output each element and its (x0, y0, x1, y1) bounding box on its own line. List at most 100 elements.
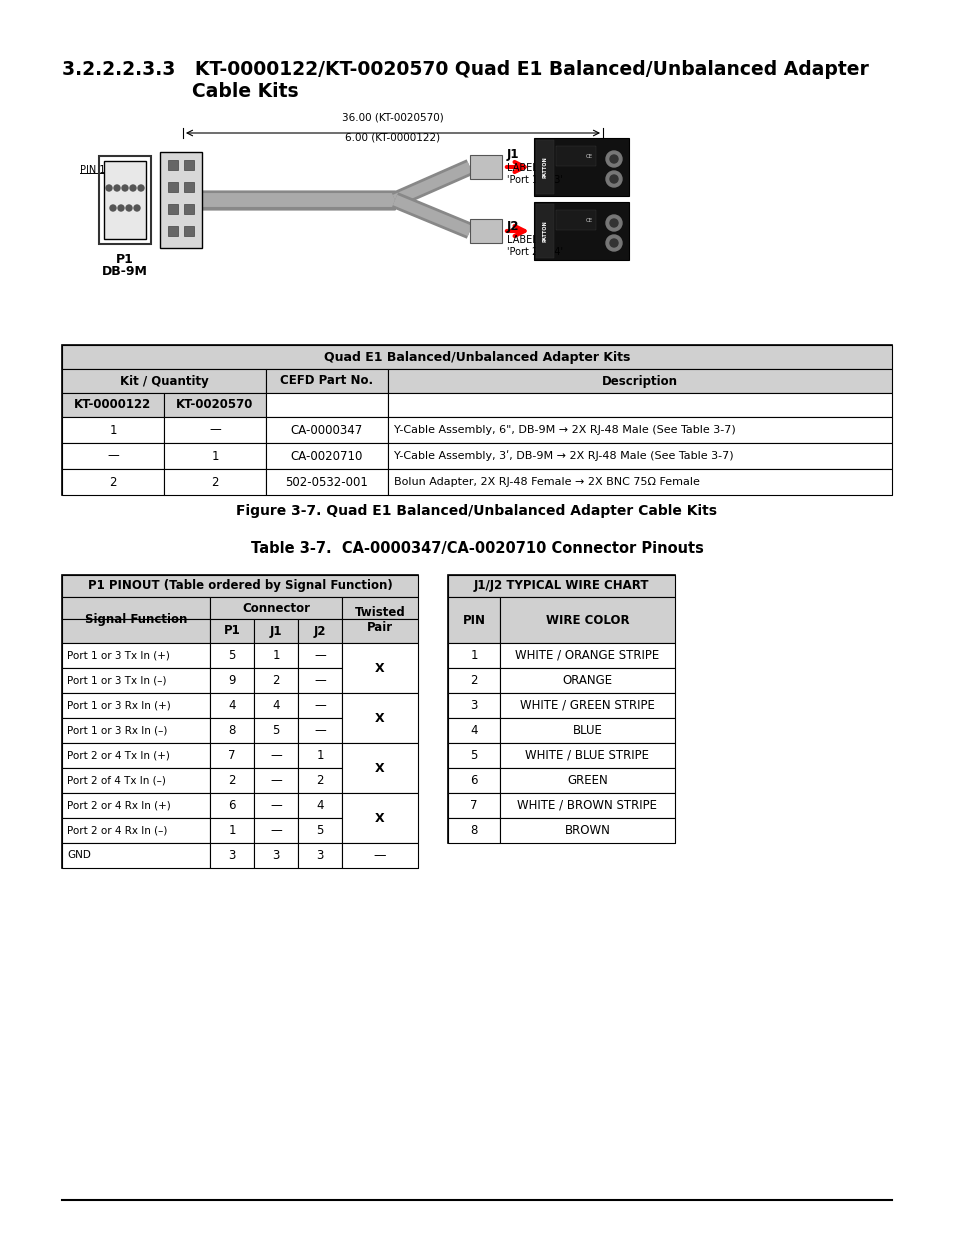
Bar (253, 693, 297, 718)
Circle shape (122, 185, 128, 191)
Text: 1: 1 (228, 824, 235, 837)
Text: 9: 9 (228, 674, 235, 687)
Bar (62, 693, 210, 718)
Text: J2: J2 (506, 220, 519, 233)
Bar (253, 643, 297, 668)
Text: Port 1 or 3 Tx In (+): Port 1 or 3 Tx In (+) (67, 651, 170, 661)
Text: BLUE: BLUE (572, 724, 601, 737)
Text: LABELED: LABELED (506, 235, 551, 245)
Text: J2: J2 (314, 625, 326, 637)
Circle shape (113, 185, 120, 191)
Text: Description: Description (601, 374, 678, 388)
Text: Port 2 or 4 Rx In (–): Port 2 or 4 Rx In (–) (67, 825, 167, 836)
Text: 4: 4 (470, 724, 477, 737)
Text: Port 1 or 3 Rx In (+): Port 1 or 3 Rx In (+) (67, 700, 171, 710)
Text: 2: 2 (315, 774, 323, 787)
Bar (297, 619, 341, 643)
Circle shape (118, 205, 124, 211)
Text: —: — (314, 650, 326, 662)
Bar (164, 393, 266, 417)
Text: X: X (375, 762, 384, 774)
Bar (62, 619, 210, 643)
Text: Port 1 or 3 Rx In (–): Port 1 or 3 Rx In (–) (67, 725, 167, 736)
Bar (388, 393, 891, 417)
Bar (210, 693, 253, 718)
Text: 4: 4 (228, 699, 235, 713)
Text: Port 1 or 3 Tx In (–): Port 1 or 3 Tx In (–) (67, 676, 167, 685)
Bar (556, 146, 596, 165)
Bar (448, 718, 499, 743)
Text: —: — (314, 724, 326, 737)
Text: J1: J1 (270, 625, 282, 637)
Text: Figure 3-7. Quad E1 Balanced/Unbalanced Adapter Cable Kits: Figure 3-7. Quad E1 Balanced/Unbalanced … (236, 504, 717, 517)
Bar (104, 161, 146, 240)
Bar (266, 393, 388, 417)
Text: 2: 2 (272, 674, 279, 687)
Bar (62, 443, 164, 469)
Bar (184, 182, 193, 191)
Text: KT-0020570: KT-0020570 (176, 399, 253, 411)
Text: PATTON: PATTON (542, 156, 547, 178)
Text: —: — (209, 424, 221, 436)
Bar (297, 818, 341, 844)
Bar (341, 793, 417, 844)
Bar (448, 576, 675, 844)
Bar (184, 161, 193, 170)
Text: WHITE / ORANGE STRIPE: WHITE / ORANGE STRIPE (515, 650, 659, 662)
Text: 3.2.2.2.3.3   KT-0000122/KT-0020570 Quad E1 Balanced/Unbalanced Adapter: 3.2.2.2.3.3 KT-0000122/KT-0020570 Quad E… (62, 61, 868, 79)
Text: —: — (314, 674, 326, 687)
Bar (99, 156, 151, 245)
Bar (297, 643, 341, 668)
Text: PIN: PIN (462, 614, 485, 626)
Text: 6.00 (KT-0000122): 6.00 (KT-0000122) (345, 132, 440, 142)
Circle shape (609, 219, 618, 227)
Text: 3: 3 (272, 848, 279, 862)
Bar (210, 619, 253, 643)
Text: 5: 5 (228, 650, 235, 662)
Text: GND: GND (67, 851, 91, 861)
Text: X: X (375, 811, 384, 825)
Bar (62, 469, 164, 495)
Text: X: X (375, 711, 384, 725)
Text: Cable Kits: Cable Kits (62, 82, 298, 101)
Text: —: — (270, 748, 281, 762)
Bar (499, 793, 675, 818)
Bar (297, 844, 341, 868)
Bar (210, 743, 253, 768)
Text: J1: J1 (506, 148, 519, 161)
Bar (62, 818, 210, 844)
Text: —: — (314, 699, 326, 713)
Bar (341, 619, 417, 643)
Bar (448, 793, 499, 818)
Circle shape (130, 185, 136, 191)
Bar (499, 718, 675, 743)
Text: 2: 2 (211, 475, 218, 489)
Text: Port 2 of 4 Tx In (–): Port 2 of 4 Tx In (–) (67, 776, 166, 785)
Bar (184, 204, 193, 214)
Bar (253, 844, 297, 868)
Text: —: — (107, 450, 119, 462)
Text: Kit / Quantity: Kit / Quantity (119, 374, 208, 388)
Bar (210, 668, 253, 693)
Bar (62, 844, 210, 868)
Bar (448, 768, 499, 793)
Text: WHITE / GREEN STRIPE: WHITE / GREEN STRIPE (519, 699, 655, 713)
Text: WHITE / BROWN STRIPE: WHITE / BROWN STRIPE (517, 799, 657, 811)
Text: Y-Cable Assembly, 6", DB-9M → 2X RJ-48 Male (See Table 3-7): Y-Cable Assembly, 6", DB-9M → 2X RJ-48 M… (394, 425, 735, 435)
Bar (253, 768, 297, 793)
Bar (499, 668, 675, 693)
Bar (184, 226, 193, 236)
Text: 6: 6 (470, 774, 477, 787)
Text: Quad E1 Balanced/Unbalanced Adapter Kits: Quad E1 Balanced/Unbalanced Adapter Kits (323, 351, 630, 363)
Text: 5: 5 (470, 748, 477, 762)
Text: 'Port 2 or 4': 'Port 2 or 4' (506, 247, 562, 257)
Bar (210, 718, 253, 743)
Bar (341, 597, 417, 619)
Bar (470, 219, 501, 243)
Bar (62, 743, 210, 768)
Circle shape (609, 175, 618, 183)
Bar (388, 369, 891, 393)
Bar (499, 693, 675, 718)
Bar (297, 718, 341, 743)
Text: 5: 5 (272, 724, 279, 737)
